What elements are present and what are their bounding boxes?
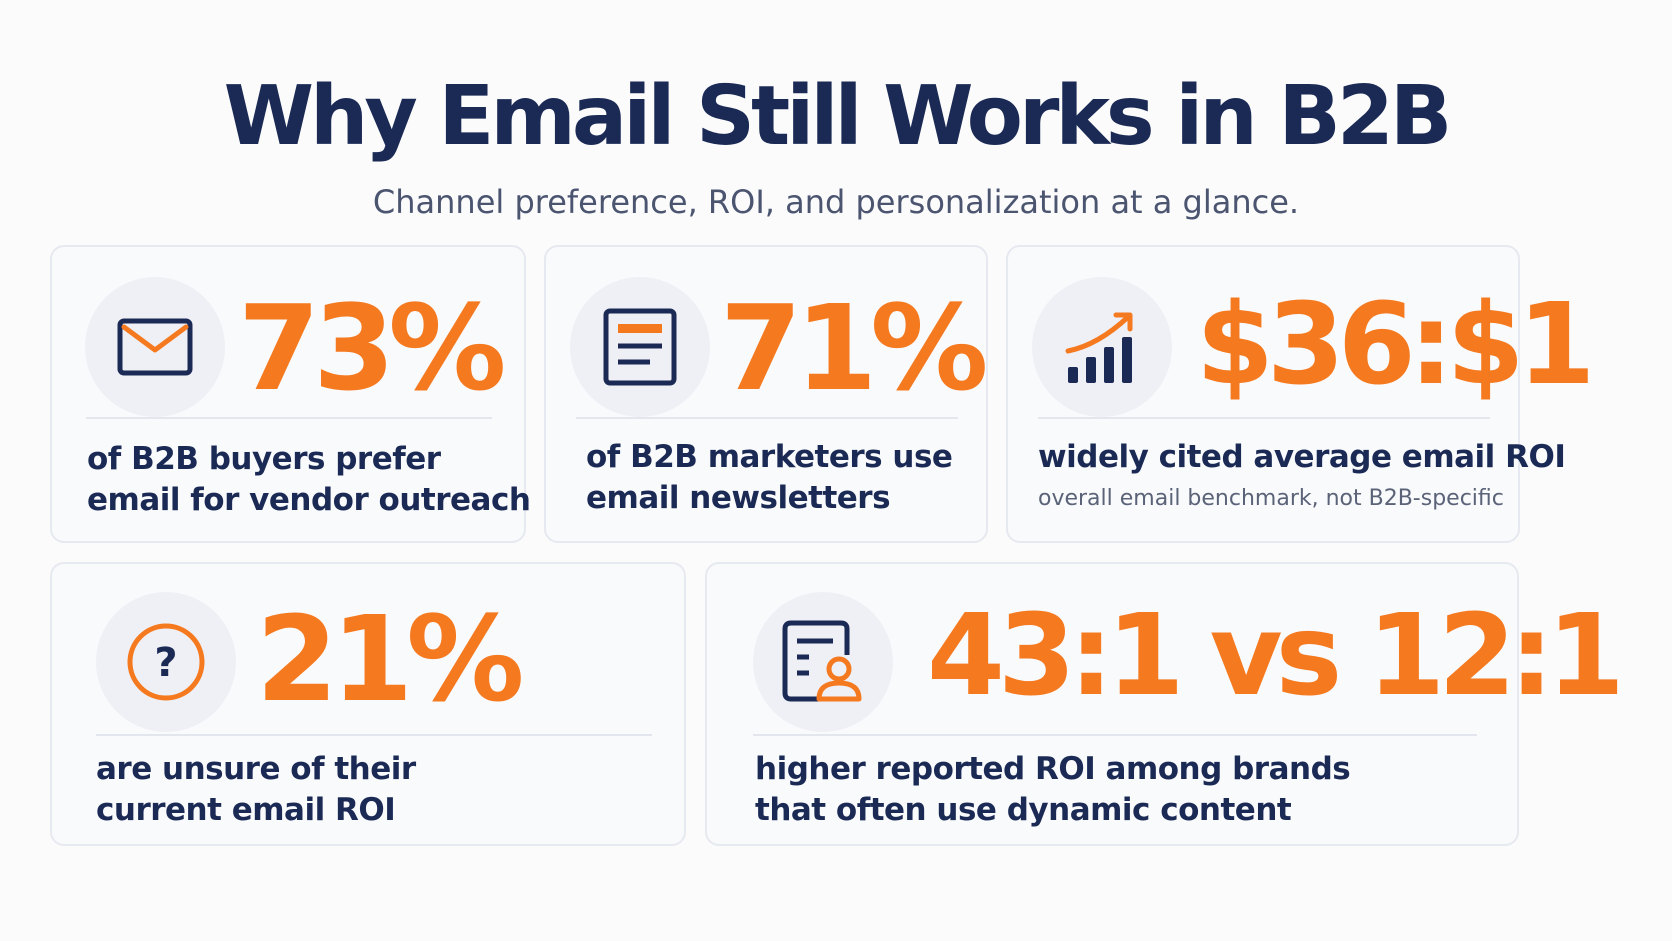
stat-card-dynamic-content-roi: 43:1 vs 12:1 higher reported ROI among b… — [705, 562, 1625, 846]
description-line: are unsure of their — [96, 751, 416, 787]
stat-value: 71% — [720, 279, 988, 417]
page-subtitle: Channel preference, ROI, and personaliza… — [372, 183, 1300, 221]
newsletter-icon — [603, 308, 677, 386]
stat-value: $36:$1 — [1196, 280, 1595, 410]
description-line: of B2B buyers prefer — [87, 441, 441, 477]
description-line: widely cited average email ROI — [1038, 439, 1566, 475]
card-divider — [96, 734, 652, 736]
icon-badge: ? — [96, 592, 236, 732]
description-line: current email ROI — [96, 792, 396, 828]
stat-value: 43:1 vs 12:1 — [927, 591, 1625, 721]
card-divider — [576, 417, 958, 419]
card-divider — [753, 734, 1477, 736]
icon-badge — [570, 277, 710, 417]
growth-chart-icon — [1065, 312, 1133, 383]
stat-card-email-roi: $36:$1 widely cited average email ROI ov… — [1006, 245, 1595, 543]
stat-description: are unsure of their current email ROI — [96, 749, 416, 831]
stat-card-buyers-prefer-email: 73% of B2B buyers prefer email for vendo… — [50, 245, 531, 543]
question-icon: ? — [127, 623, 205, 701]
stat-value: 73% — [238, 279, 506, 417]
stat-description: of B2B buyers prefer email for vendor ou… — [87, 439, 531, 521]
description-line: higher reported ROI among brands — [755, 751, 1351, 787]
stat-card-unsure-roi: ? 21% are unsure of their current email … — [50, 562, 686, 846]
svg-text:?: ? — [154, 640, 177, 686]
envelope-icon — [117, 318, 193, 376]
stat-footnote: overall email benchmark, not B2B-specifi… — [1038, 486, 1504, 511]
icon-badge — [85, 277, 225, 417]
description-line: of B2B marketers use — [586, 439, 953, 475]
personalized-content-icon — [782, 620, 862, 702]
stat-description: widely cited average email ROI — [1038, 437, 1566, 478]
description-line: email for vendor outreach — [87, 482, 531, 518]
card-divider — [1038, 417, 1490, 419]
icon-badge — [753, 592, 893, 732]
icon-badge — [1032, 277, 1172, 417]
page-title: Why Email Still Works in B2B — [223, 69, 1453, 164]
stat-value: 21% — [256, 590, 524, 728]
description-line: that often use dynamic content — [755, 792, 1292, 828]
description-line: email newsletters — [586, 480, 891, 516]
stat-description: of B2B marketers use email newsletters — [586, 437, 953, 519]
stat-description: higher reported ROI among brands that of… — [755, 749, 1351, 831]
stat-card-marketers-newsletters: 71% of B2B marketers use email newslette… — [544, 245, 988, 543]
card-divider — [86, 417, 492, 419]
